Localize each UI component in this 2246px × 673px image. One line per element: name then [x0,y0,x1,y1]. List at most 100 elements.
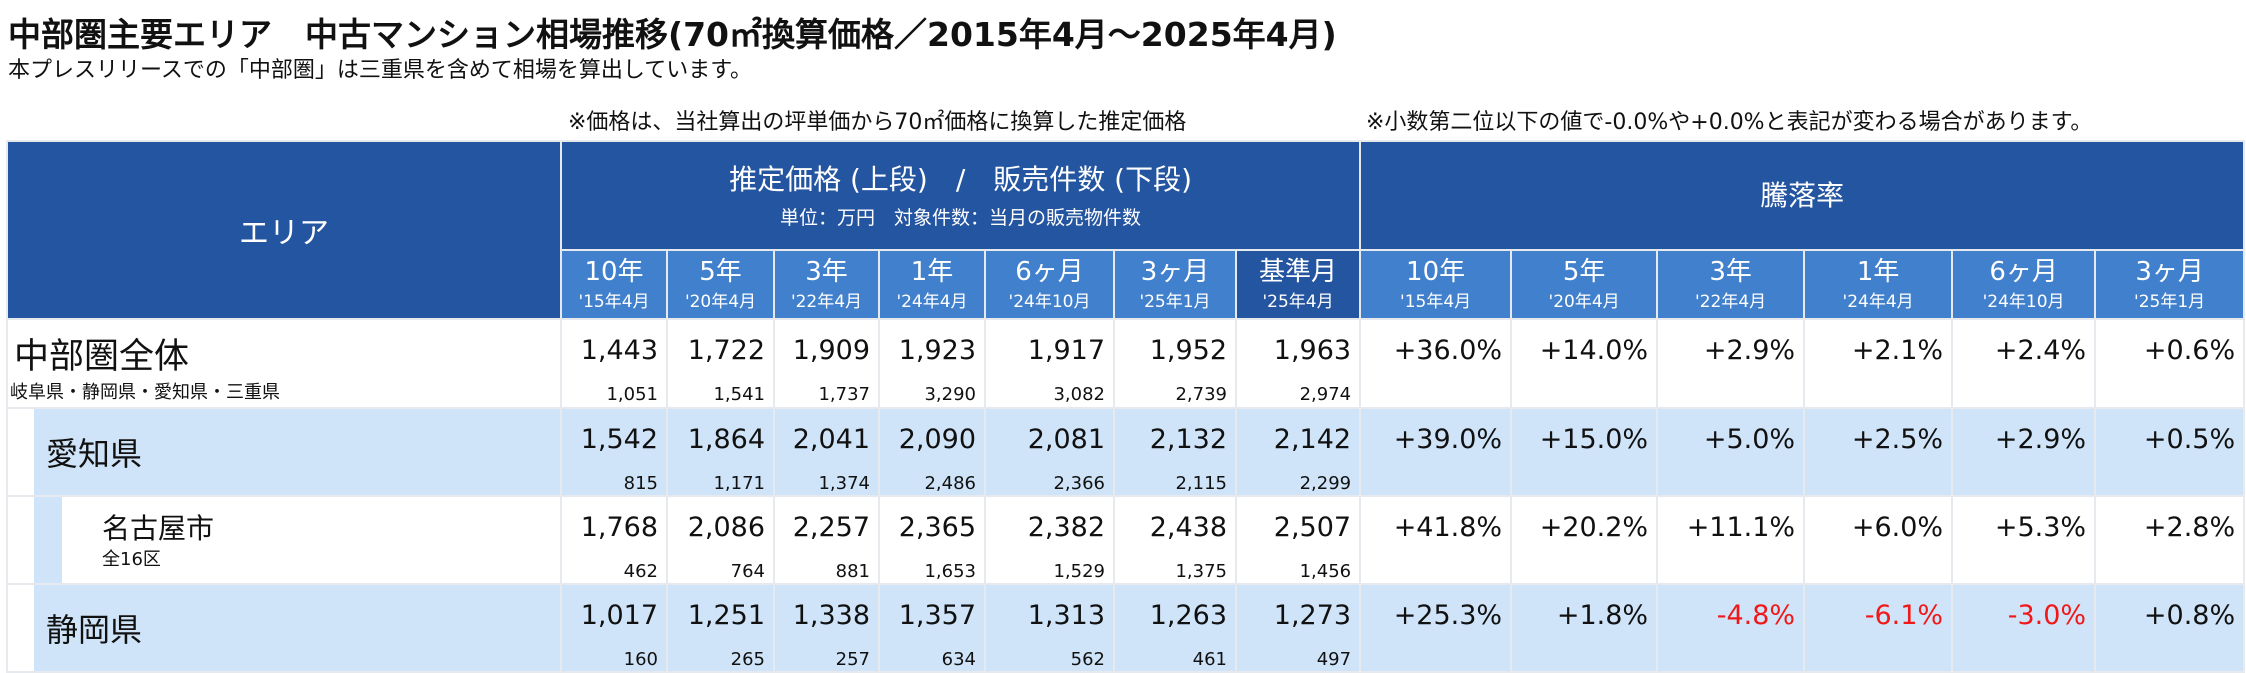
price-value: 1,357 [898,600,976,631]
rate-col-header: 10年 '15年4月 [1359,249,1513,320]
rate-header: 騰落率 [1359,140,2246,251]
count-value: 1,456 [1299,561,1352,582]
col-label: 10年 [1406,256,1466,287]
count-value: 1,541 [713,384,765,405]
price-value: 1,923 [898,335,976,366]
area-sub: 全16区 [102,549,161,570]
count-value: 257 [835,649,870,670]
col-label: 3年 [805,256,848,287]
rate-value: +0.8% [2094,583,2246,673]
rate-value: -4.8% [1656,583,1806,673]
col-label: 6ヶ月 [1015,256,1084,287]
price-value: 1,963 [1273,335,1352,366]
col-date: '24年4月 [1842,291,1914,312]
area-cell: 愛知県 [6,407,562,497]
count-value: 160 [623,649,658,670]
price-value: 1,017 [580,600,658,631]
price-value: 1,273 [1273,600,1352,631]
col-label: 1年 [910,256,954,287]
rate-col-header: 1年 '24年4月 [1803,249,1954,320]
subtitle: 本プレスリリースでの「中部圏」は三重県を含めて相場を算出しています。 [8,58,753,83]
count-value: 2,486 [924,473,976,494]
table-row: 静岡県 1,017 160 1,251 265 1,338 257 1,357 634 1,313… [6,583,2246,673]
rate-col-header: 3ヶ月 '25年1月 [2094,249,2246,320]
count-value: 634 [941,649,976,670]
count-value: 1,375 [1175,561,1227,582]
count-value: 3,290 [924,384,976,405]
price-cell: 1,542 815 [560,407,668,497]
price-value: 2,382 [1027,512,1105,543]
count-value: 1,653 [924,561,976,582]
count-value: 764 [730,561,765,582]
price-value: 1,443 [580,335,658,366]
page-title: 中部圏主要エリア 中古マンション相場推移(70㎡換算価格／2015年4月～202… [8,15,1337,54]
price-col-header: 3年 '22年4月 [773,249,880,320]
price-title: 推定価格 (上段) / 販売件数 (下段) [729,162,1193,196]
price-table: エリア 推定価格 (上段) / 販売件数 (下段) 単位：万円 対象件数：当月の… [6,140,2246,673]
price-cell: 2,257 881 [773,495,880,585]
col-date: '25年1月 [2134,291,2206,312]
area-sub: 岐阜県・静岡県・愛知県・三重県 [10,382,280,403]
price-cell: 1,909 1,737 [773,318,880,409]
price-value: 2,086 [687,512,765,543]
price-value: 2,041 [792,424,870,455]
rate-value: +39.0% [1359,407,1513,497]
area-header: エリア [6,140,562,320]
rate-col-header: 5年 '20年4月 [1510,249,1659,320]
price-cell: 2,507 1,456 [1234,495,1362,585]
price-note: ※価格は、当社算出の坪単価から70㎡価格に換算した推定価格 [568,110,1187,135]
price-value: 2,081 [1027,424,1105,455]
price-value: 2,257 [792,512,870,543]
price-value: 1,768 [580,512,658,543]
count-value: 562 [1070,649,1105,670]
count-value: 2,366 [1053,473,1105,494]
rate-value: +6.0% [1803,495,1954,585]
table-row: 愛知県 1,542 815 1,864 1,171 2,041 1,374 2,090 2,48… [6,407,2246,497]
col-label: 6ヶ月 [1989,256,2058,287]
price-value: 1,722 [687,335,765,366]
count-value: 881 [835,561,870,582]
count-value: 815 [623,473,658,494]
rate-value: +2.1% [1803,318,1954,409]
price-cell: 2,041 1,374 [773,407,880,497]
count-value: 1,051 [606,384,658,405]
rate-value: +41.8% [1359,495,1513,585]
price-value: 2,142 [1273,424,1352,455]
price-cell: 1,313 562 [984,583,1115,673]
price-col-header: 3ヶ月 '25年1月 [1113,249,1237,320]
price-value: 2,365 [898,512,976,543]
count-value: 1,737 [818,384,870,405]
price-col-header: 基準月 '25年4月 [1234,249,1362,320]
rate-value: +2.9% [1656,318,1806,409]
col-label: 1年 [1856,256,1900,287]
col-date: '24年10月 [1982,291,2065,312]
price-cell: 1,263 461 [1113,583,1237,673]
rate-value: +36.0% [1359,318,1513,409]
rate-value: +2.4% [1951,318,2097,409]
rate-value: +14.0% [1510,318,1659,409]
table-row: 名古屋市 全16区 1,768 462 2,086 764 2,257 881 2,365 1,6… [6,495,2246,585]
rate-value: -3.0% [1951,583,2097,673]
price-header: 推定価格 (上段) / 販売件数 (下段) 単位：万円 対象件数：当月の販売物件… [559,140,1362,251]
price-value: 1,263 [1149,600,1227,631]
price-cell: 1,917 3,082 [984,318,1115,409]
price-cell: 2,086 764 [666,495,775,585]
rounding-note: ※小数第二位以下の値で-0.0%や+0.0%と表記が変わる場合があります。 [1366,110,2093,135]
price-value: 1,917 [1027,335,1105,366]
rate-value: +0.5% [2094,407,2246,497]
price-value: 1,952 [1149,335,1227,366]
col-label: 3年 [1709,256,1752,287]
price-value: 2,132 [1149,424,1227,455]
price-cell: 1,768 462 [560,495,668,585]
price-cell: 2,081 2,366 [984,407,1115,497]
price-value: 1,313 [1027,600,1105,631]
rate-col-header: 6ヶ月 '24年10月 [1951,249,2097,320]
count-value: 462 [623,561,658,582]
table-row: 中部圏全体 岐阜県・静岡県・愛知県・三重県 1,443 1,051 1,722 1,541… [6,318,2246,409]
price-unit: 単位：万円 対象件数：当月の販売物件数 [780,206,1142,229]
price-value: 2,507 [1273,512,1352,543]
rate-value: +0.6% [2094,318,2246,409]
price-cell: 1,722 1,541 [666,318,775,409]
price-value: 1,864 [687,424,765,455]
area-cell: 名古屋市 全16区 [6,495,562,585]
